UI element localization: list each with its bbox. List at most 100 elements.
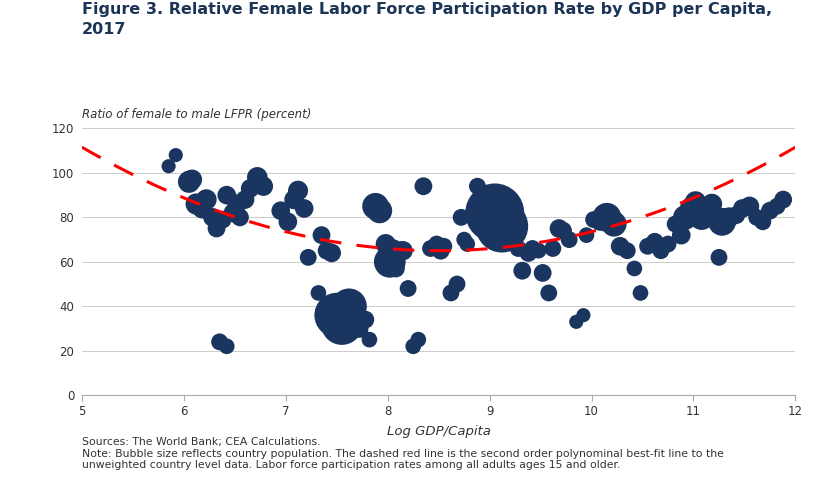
Point <box>291 187 304 195</box>
Point <box>281 218 294 226</box>
Text: Ratio of female to male LFPR (percent): Ratio of female to male LFPR (percent) <box>82 108 311 121</box>
Point <box>749 213 762 221</box>
Point <box>541 289 554 297</box>
Point <box>688 198 701 206</box>
Point <box>185 176 198 184</box>
Point <box>695 213 708 221</box>
Point <box>667 220 681 228</box>
Point <box>704 200 717 208</box>
Point <box>735 205 748 212</box>
Point <box>401 285 414 292</box>
Point <box>776 196 789 204</box>
Point <box>243 185 256 193</box>
Point <box>592 218 605 226</box>
Point <box>495 222 508 230</box>
Point <box>437 243 450 250</box>
Point <box>219 342 233 350</box>
Text: 2017: 2017 <box>82 22 126 37</box>
Point <box>620 247 633 255</box>
Point <box>330 311 343 319</box>
Point <box>297 205 310 212</box>
Point <box>189 200 202 208</box>
Point <box>393 247 406 255</box>
Point <box>640 243 654 250</box>
Point <box>423 245 437 252</box>
Point <box>206 213 219 221</box>
Point <box>562 236 575 244</box>
Point <box>162 163 175 170</box>
Point <box>169 151 182 159</box>
Point <box>576 311 589 319</box>
Point <box>515 267 528 275</box>
Point <box>525 245 538 252</box>
X-axis label: Log GDP/Capita: Log GDP/Capita <box>387 425 490 438</box>
Text: Figure 3. Relative Female Labor Force Participation Rate by GDP per Capita,: Figure 3. Relative Female Labor Force Pa… <box>82 2 771 17</box>
Point <box>545 245 559 252</box>
Point <box>182 178 195 186</box>
Point <box>342 302 355 310</box>
Point <box>678 213 691 221</box>
Point <box>661 240 674 248</box>
Point <box>501 213 514 221</box>
Point <box>633 289 646 297</box>
Point <box>301 253 314 261</box>
Point <box>770 203 783 210</box>
Point <box>487 209 500 217</box>
Point <box>556 227 569 235</box>
Point <box>430 240 443 248</box>
Point <box>378 240 391 248</box>
Text: Sources: The World Bank; CEA Calculations.
Note: Bubble size reflects country po: Sources: The World Bank; CEA Calculation… <box>82 437 723 470</box>
Point <box>314 231 328 239</box>
Point <box>274 207 287 215</box>
Point <box>230 200 243 208</box>
Point <box>701 207 714 215</box>
Point <box>569 318 582 326</box>
Point <box>722 213 735 221</box>
Point <box>311 289 324 297</box>
Point <box>521 249 534 257</box>
Point <box>256 182 269 190</box>
Point <box>532 247 545 255</box>
Point <box>654 247 667 255</box>
Point <box>319 247 333 255</box>
Point <box>216 215 229 223</box>
Point <box>607 220 620 228</box>
Point <box>647 238 660 246</box>
Point <box>352 325 365 332</box>
Point <box>511 245 524 252</box>
Point <box>579 231 592 239</box>
Point <box>470 182 483 190</box>
Point <box>674 231 687 239</box>
Point <box>287 196 301 204</box>
Point <box>729 211 742 219</box>
Point <box>213 338 226 346</box>
Point <box>755 218 768 226</box>
Point <box>712 253 725 261</box>
Point <box>251 173 264 181</box>
Point <box>226 209 239 217</box>
Point <box>196 205 209 212</box>
Point <box>433 247 446 255</box>
Point <box>600 213 613 221</box>
Point <box>454 213 467 221</box>
Point <box>369 203 382 210</box>
Point <box>416 182 429 190</box>
Point <box>373 207 386 215</box>
Point <box>742 203 755 210</box>
Point <box>715 218 728 226</box>
Point <box>233 213 247 221</box>
Point <box>362 336 375 344</box>
Point <box>505 209 518 217</box>
Point <box>396 247 410 255</box>
Point <box>325 249 338 257</box>
Point <box>348 316 361 324</box>
Point <box>444 289 457 297</box>
Point <box>238 196 251 204</box>
Point <box>219 191 233 199</box>
Point <box>200 196 213 204</box>
Point <box>210 224 223 233</box>
Point <box>359 316 372 324</box>
Point <box>457 236 470 244</box>
Point <box>386 245 399 252</box>
Point <box>762 207 776 215</box>
